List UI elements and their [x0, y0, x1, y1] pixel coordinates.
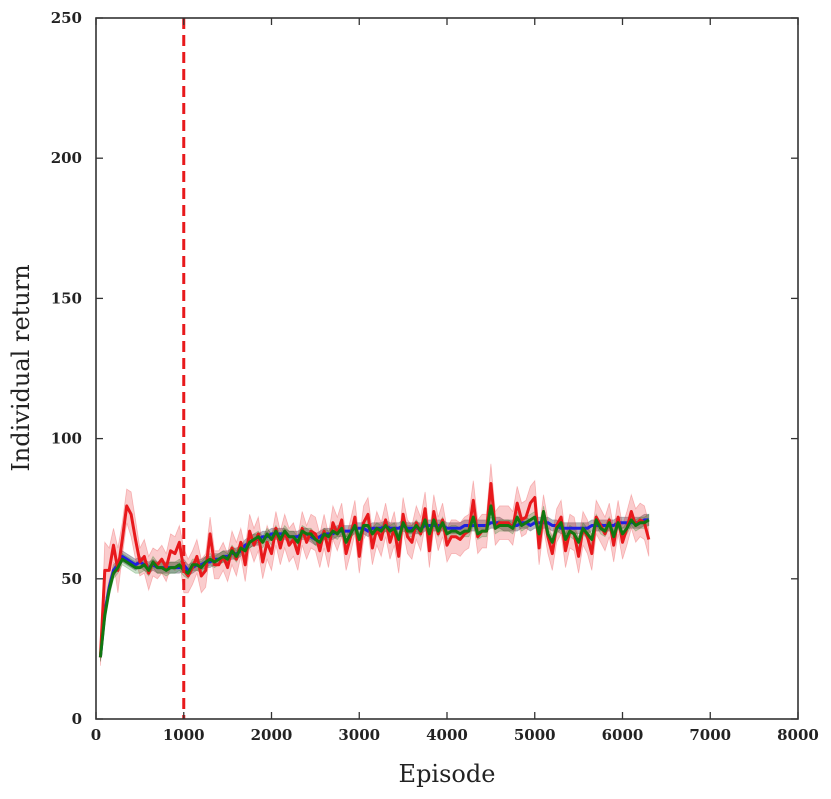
- y-tick-label: 250: [51, 9, 82, 27]
- x-tick-label: 4000: [426, 726, 468, 744]
- y-tick-label: 50: [61, 570, 82, 588]
- x-tick-label: 1000: [163, 726, 205, 744]
- y-tick-label: 150: [51, 289, 82, 307]
- y-tick-label: 100: [51, 430, 82, 448]
- y-tick-label: 200: [51, 149, 82, 167]
- series-lines: [98, 482, 651, 658]
- x-tick-label: 0: [91, 726, 101, 744]
- plot-frame: [95, 17, 799, 720]
- y-tick-label: 0: [72, 710, 82, 728]
- x-axis-ticks: 0 1000 2000 3000 4000 5000 6000 7000 8000: [91, 18, 819, 744]
- series-1-band: [100, 463, 650, 666]
- x-tick-label: 5000: [514, 726, 556, 744]
- x-tick-label: 3000: [338, 726, 380, 744]
- y-axis-label: Individual return: [7, 264, 35, 471]
- x-tick-label: 6000: [602, 726, 644, 744]
- x-tick-label: 8000: [777, 726, 819, 744]
- x-tick-label: 7000: [689, 726, 731, 744]
- x-tick-label: 2000: [251, 726, 293, 744]
- y-axis-ticks: 0 50 100 150 200 250: [51, 9, 798, 728]
- series-2-line: [98, 504, 650, 658]
- x-axis-label: Episode: [399, 760, 496, 788]
